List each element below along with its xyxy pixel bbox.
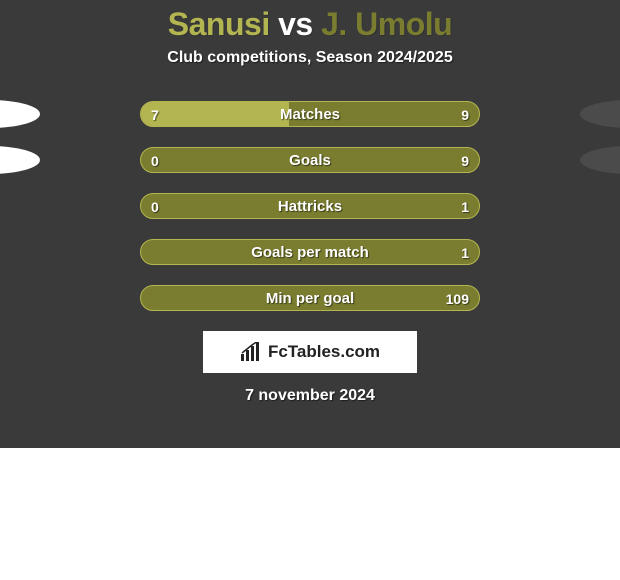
logo-box: FcTables.com: [203, 331, 417, 373]
stat-value-left: 0: [151, 194, 159, 219]
page-title: Sanusi vs J. Umolu: [0, 6, 620, 43]
stat-bar: Goals0 9: [140, 147, 480, 173]
stat-value-right: 9: [461, 102, 469, 127]
stat-row: Goals0 9: [70, 137, 550, 183]
stat-row: Goals per match1: [70, 229, 550, 275]
title-player2: J. Umolu: [321, 6, 452, 42]
stat-bar: Goals per match1: [140, 239, 480, 265]
avatar-left: [0, 146, 40, 174]
stat-value-right: 109: [446, 286, 469, 311]
avatar-left: [0, 100, 40, 128]
stat-row: Min per goal109: [70, 275, 550, 321]
stat-value-right: 1: [461, 240, 469, 265]
stat-value-right: 1: [461, 194, 469, 219]
stat-row: Hattricks0 1: [70, 183, 550, 229]
bar-chart-icon: [240, 342, 262, 362]
title-vs: vs: [278, 6, 313, 42]
comparison-panel: Sanusi vs J. Umolu Club competitions, Se…: [0, 0, 620, 448]
subtitle: Club competitions, Season 2024/2025: [0, 49, 620, 67]
stat-label: Min per goal: [141, 286, 479, 311]
date: 7 november 2024: [0, 387, 620, 405]
avatar-right: [580, 146, 620, 174]
stat-bar: Hattricks0 1: [140, 193, 480, 219]
logo-text: FcTables.com: [268, 342, 380, 362]
stat-value-left: 0: [151, 148, 159, 173]
stat-row: Matches79: [70, 91, 550, 137]
stat-label: Hattricks: [141, 194, 479, 219]
stat-rows: Matches79Goals09Hattricks01Goals per mat…: [70, 91, 550, 321]
stat-bar: Matches79: [140, 101, 480, 127]
title-player1: Sanusi: [168, 6, 270, 42]
avatar-right: [580, 100, 620, 128]
stat-label: Goals per match: [141, 240, 479, 265]
stat-value-right: 9: [461, 148, 469, 173]
stat-bar-fill: [141, 102, 289, 126]
stat-bar: Min per goal109: [140, 285, 480, 311]
stat-label: Goals: [141, 148, 479, 173]
